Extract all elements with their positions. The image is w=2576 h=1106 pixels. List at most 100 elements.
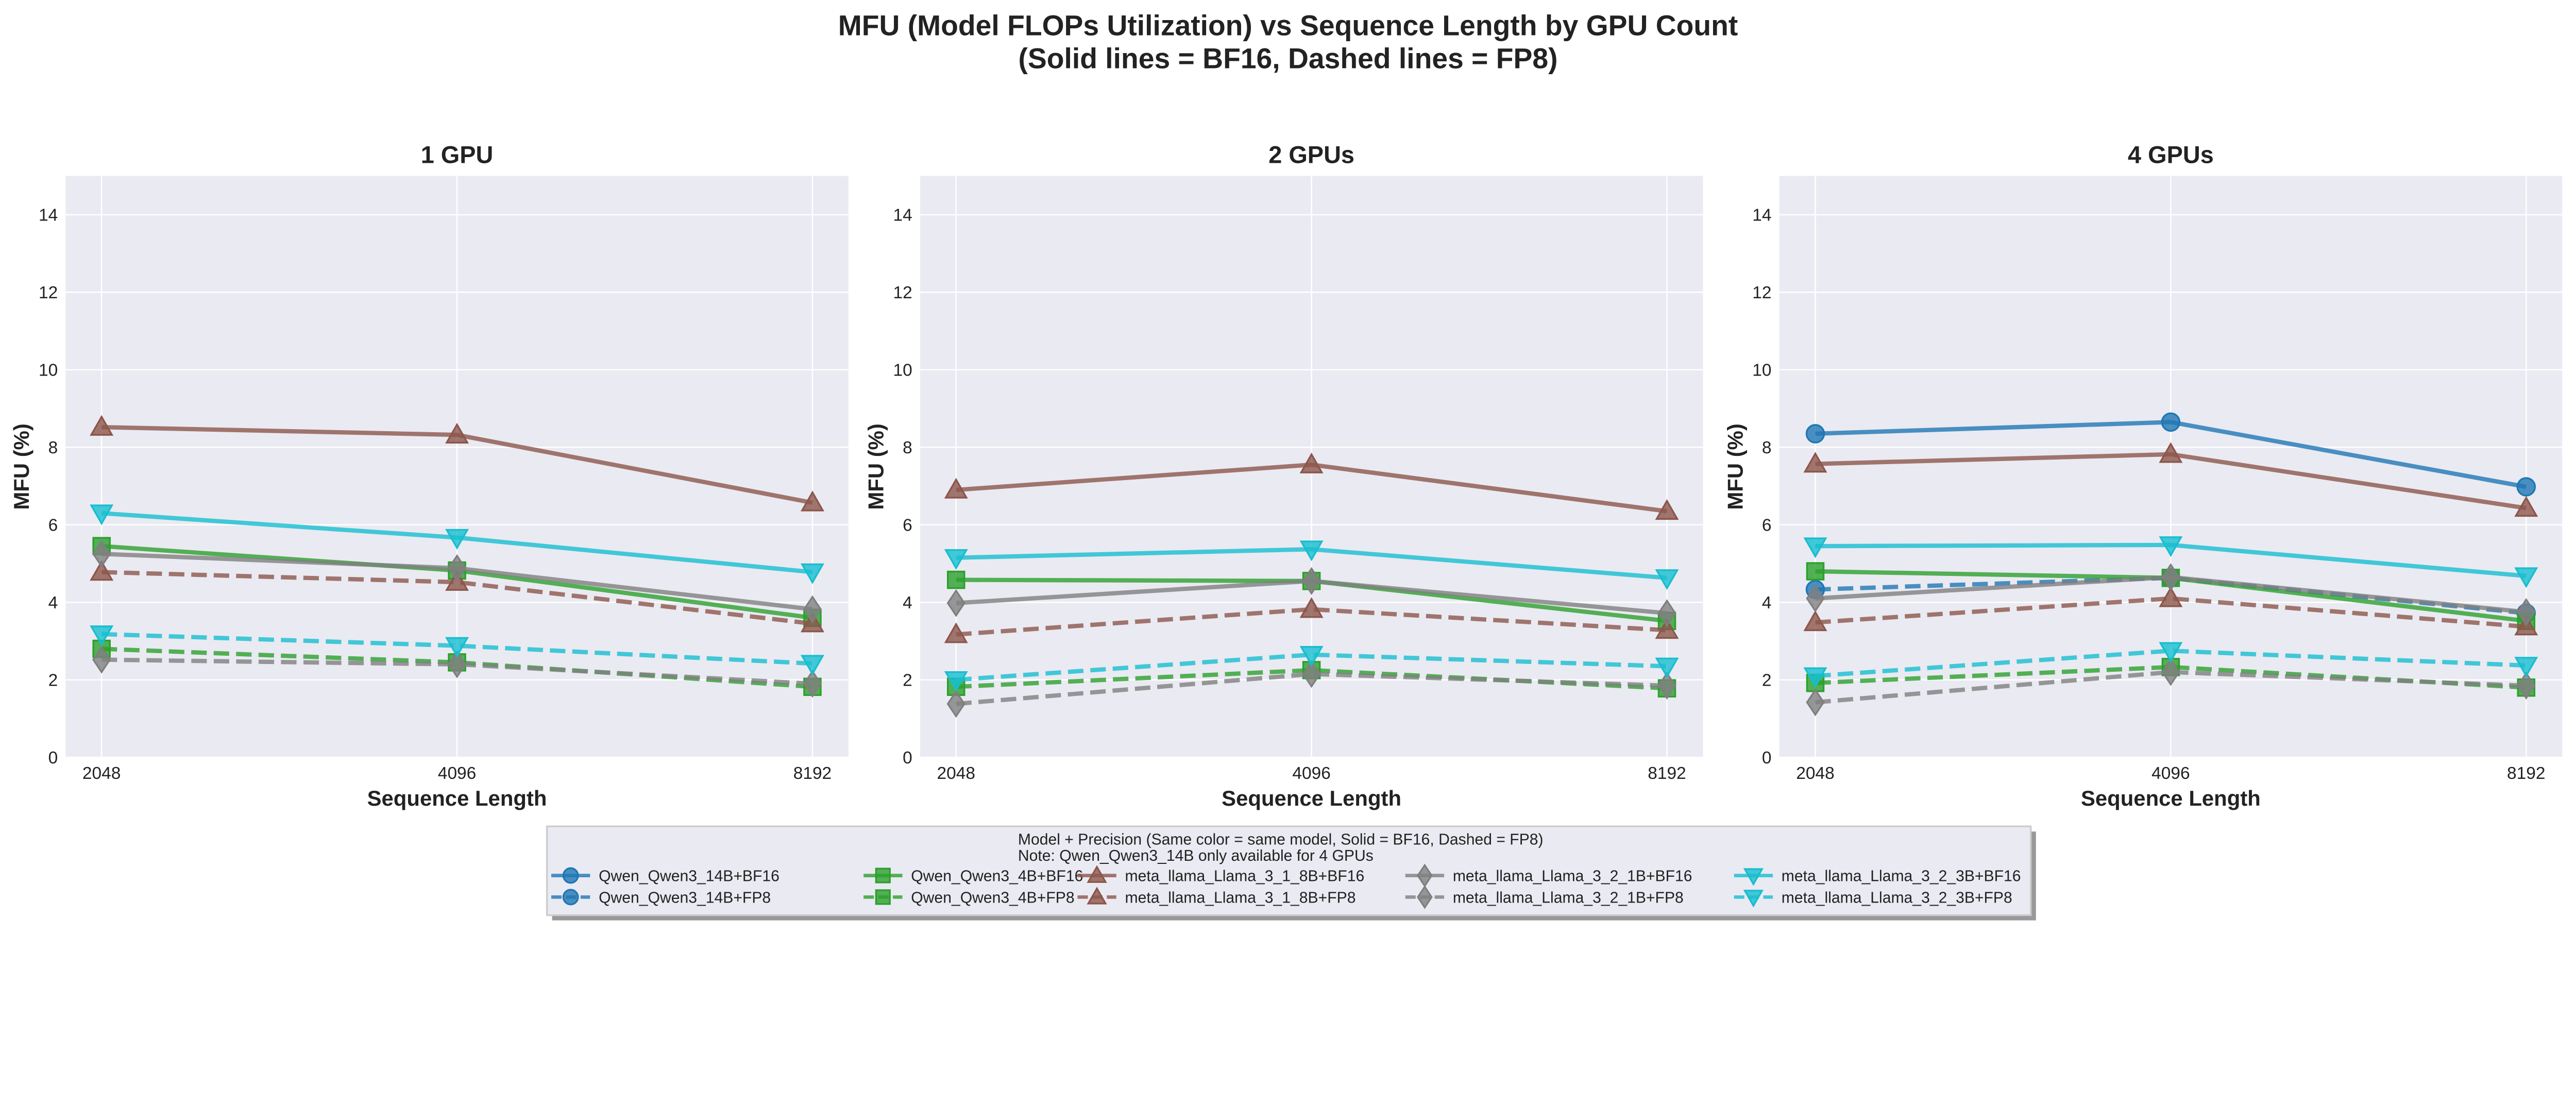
- data-point: [1806, 688, 1825, 717]
- data-point: [445, 422, 469, 444]
- data-point: [1655, 657, 1679, 678]
- y-tick-label: 12: [39, 283, 58, 302]
- legend-marker: [562, 889, 579, 906]
- legend-entry: meta_llama_Llama_3_1_8B+BF16: [1077, 865, 1364, 884]
- legend-marker: [562, 867, 579, 884]
- data-point: [803, 595, 822, 623]
- data-point: [946, 690, 965, 718]
- data-point: [2159, 536, 2183, 557]
- legend-entry: Qwen_Qwen3_4B+BF16: [863, 867, 1083, 884]
- data-point: [944, 622, 968, 643]
- data-point: [1655, 499, 1679, 520]
- legend-entry: Qwen_Qwen3_14B+FP8: [551, 889, 771, 906]
- x-axis-label: Sequence Length: [367, 786, 547, 810]
- data-point: [445, 637, 469, 658]
- legend-entry: Qwen_Qwen3_4B+FP8: [863, 889, 1075, 906]
- data-point: [946, 570, 965, 589]
- data-point: [1806, 562, 1825, 581]
- y-tick-label: 4: [1762, 593, 1772, 612]
- data-point: [1302, 660, 1321, 688]
- y-tick-label: 0: [903, 748, 912, 768]
- series-meta_llama_Llama_3_2_1B+FP8: [92, 645, 822, 698]
- y-tick-label: 8: [903, 438, 912, 457]
- data-point: [1299, 540, 1324, 561]
- x-tick-label: 4096: [2151, 764, 2190, 783]
- legend-marker: [1087, 865, 1107, 883]
- data-point: [92, 540, 111, 568]
- series-line: [1815, 596, 2527, 629]
- data-point: [2161, 563, 2180, 591]
- series-meta_llama_Llama_3_2_3B+BF16: [944, 540, 1679, 590]
- legend-label: meta_llama_Llama_3_2_1B+BF16: [1453, 867, 1692, 884]
- y-tick-label: 14: [39, 206, 58, 225]
- data-point: [800, 655, 824, 676]
- data-point: [2517, 671, 2536, 700]
- legend-box: [546, 825, 2032, 916]
- data-point: [946, 589, 965, 617]
- data-point: [2159, 442, 2183, 463]
- legend-title-line1: Model + Precision (Same color = same mod…: [1018, 831, 1544, 848]
- data-point: [2159, 642, 2183, 663]
- series-line: [101, 632, 813, 666]
- figure-title-line2: (Solid lines = BF16, Dashed lines = FP8): [1018, 42, 1557, 74]
- y-tick-label: 2: [903, 671, 912, 690]
- x-tick-label: 4096: [1292, 764, 1330, 783]
- subplot-2: 0 2 4 6 8 10 12 14 2048 4096 8192 2 GPUs Sequence Le…: [864, 141, 1703, 810]
- y-tick-label: 2: [48, 671, 58, 690]
- y-axis-label: MFU (%): [1723, 423, 1747, 509]
- y-tick-label: 2: [1762, 671, 1772, 690]
- data-point: [1299, 452, 1324, 473]
- data-point: [90, 625, 114, 646]
- data-point: [1299, 597, 1324, 618]
- data-point: [1806, 584, 1825, 612]
- data-point: [1299, 646, 1324, 667]
- y-tick-label: 10: [39, 361, 58, 380]
- data-point: [1805, 424, 1825, 444]
- data-point: [1803, 537, 1827, 558]
- legend-label: meta_llama_Llama_3_2_3B+BF16: [1782, 867, 2021, 884]
- x-tick-label: 4096: [438, 764, 476, 783]
- legend-entry: meta_llama_Llama_3_2_1B+BF16: [1405, 863, 1692, 888]
- legend-label: Qwen_Qwen3_14B+BF16: [599, 867, 779, 884]
- series-meta_llama_Llama_3_2_1B+FP8: [1806, 658, 2536, 717]
- figure-title-line1: MFU (Model FLOPs Utilization) vs Sequenc…: [838, 10, 1738, 42]
- y-tick-label: 8: [48, 438, 58, 457]
- data-point: [447, 650, 467, 678]
- legend-entry: meta_llama_Llama_3_2_1B+FP8: [1405, 885, 1684, 909]
- data-point: [1655, 569, 1679, 590]
- legend-label: meta_llama_Llama_3_1_8B+FP8: [1125, 889, 1356, 906]
- data-point: [90, 504, 114, 525]
- series-meta_llama_Llama_3_1_8B+BF16: [90, 415, 824, 512]
- data-point: [2514, 496, 2538, 517]
- y-tick-label: 10: [1752, 361, 1771, 380]
- y-tick-label: 6: [903, 516, 912, 535]
- series-meta_llama_Llama_3_1_8B+FP8: [1803, 586, 2538, 636]
- legend-label: meta_llama_Llama_3_2_1B+FP8: [1453, 889, 1684, 906]
- y-tick-label: 12: [893, 283, 912, 302]
- data-point: [2161, 412, 2181, 432]
- data-point: [1302, 567, 1321, 595]
- x-tick-label: 2048: [937, 764, 975, 783]
- series-line: [1815, 649, 2527, 678]
- x-axis-label: Sequence Length: [1222, 786, 1401, 810]
- legend-label: Qwen_Qwen3_14B+FP8: [599, 889, 771, 906]
- data-point: [944, 549, 968, 570]
- series-meta_llama_Llama_3_2_1B+BF16: [946, 567, 1676, 627]
- legend-entry: meta_llama_Llama_3_2_3B+BF16: [1734, 867, 2021, 886]
- legend-label: Qwen_Qwen3_4B+BF16: [911, 867, 1083, 884]
- legend-marker: [1743, 868, 1764, 886]
- data-point: [2159, 586, 2183, 607]
- data-point: [92, 645, 111, 674]
- legend-entry: Qwen_Qwen3_14B+BF16: [551, 867, 779, 884]
- series-meta_llama_Llama_3_2_1B+FP8: [946, 660, 1676, 718]
- y-tick-label: 10: [893, 361, 912, 380]
- subplot-title: 1 GPU: [421, 141, 494, 168]
- series-meta_llama_Llama_3_1_8B+BF16: [944, 452, 1679, 520]
- legend: Model + Precision (Same color = same mod…: [546, 825, 2036, 921]
- series-meta_llama_Llama_3_2_3B+FP8: [90, 625, 824, 676]
- series-line: [101, 570, 813, 626]
- legend-label: Qwen_Qwen3_4B+FP8: [911, 889, 1074, 906]
- y-tick-label: 14: [1752, 206, 1771, 225]
- y-tick-label: 6: [48, 516, 58, 535]
- data-point: [803, 670, 822, 698]
